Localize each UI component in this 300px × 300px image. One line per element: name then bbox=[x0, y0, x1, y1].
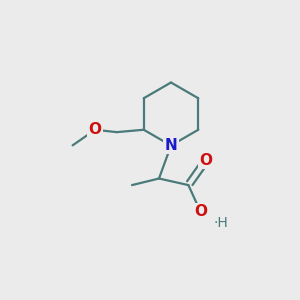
Text: ·H: ·H bbox=[213, 216, 228, 230]
Text: O: O bbox=[199, 153, 212, 168]
Text: O: O bbox=[88, 122, 102, 137]
Text: O: O bbox=[194, 204, 207, 219]
Text: N: N bbox=[165, 138, 177, 153]
